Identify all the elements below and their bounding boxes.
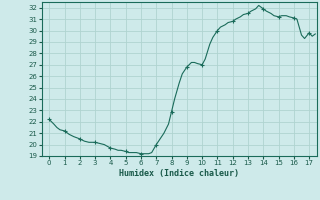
X-axis label: Humidex (Indice chaleur): Humidex (Indice chaleur) [119, 169, 239, 178]
